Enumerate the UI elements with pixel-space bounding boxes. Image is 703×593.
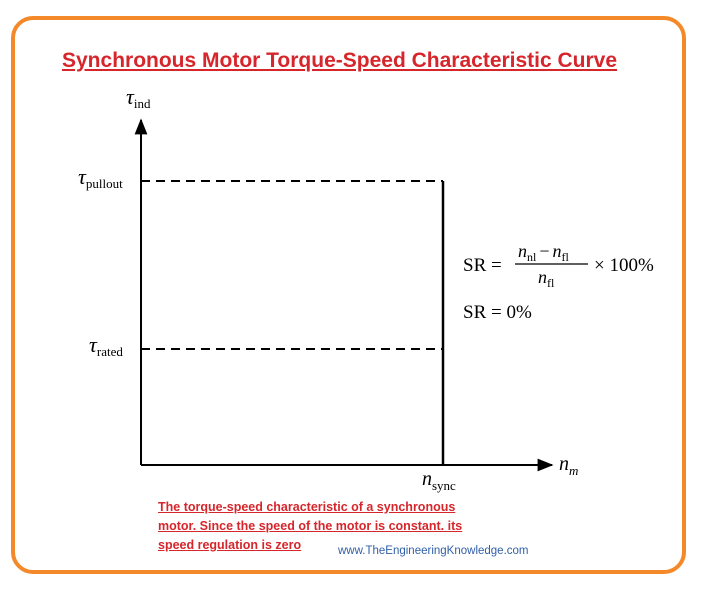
caption-line-2: motor. Since the speed of the motor is c…	[158, 519, 463, 533]
sr-result: SR = 0%	[463, 302, 532, 323]
x-axis-label: nm	[559, 453, 578, 478]
diagram-title: Synchronous Motor Torque-Speed Character…	[62, 49, 618, 72]
formula-numerator: nnl − nfl	[518, 241, 569, 264]
outer-frame	[11, 16, 686, 574]
website-watermark: www.TheEngineeringKnowledge.com	[338, 545, 529, 557]
rated-torque-label: τrated	[89, 332, 123, 359]
pullout-torque-label: τpullout	[78, 164, 123, 191]
caption-line-3: speed regulation is zero	[158, 538, 302, 552]
caption-line-1: The torque-speed characteristic of a syn…	[158, 500, 456, 514]
formula-multiplier: × 100%	[594, 255, 654, 276]
sr-label: SR =	[463, 255, 502, 276]
y-axis-label: τind	[126, 84, 151, 111]
formula-denominator: nfl	[538, 267, 555, 290]
speed-regulation-formula: SR = nnl − nfl nfl × 100% SR = 0%	[463, 241, 654, 323]
caption: The torque-speed characteristic of a syn…	[158, 498, 518, 555]
sync-speed-label: nsync	[422, 468, 456, 493]
